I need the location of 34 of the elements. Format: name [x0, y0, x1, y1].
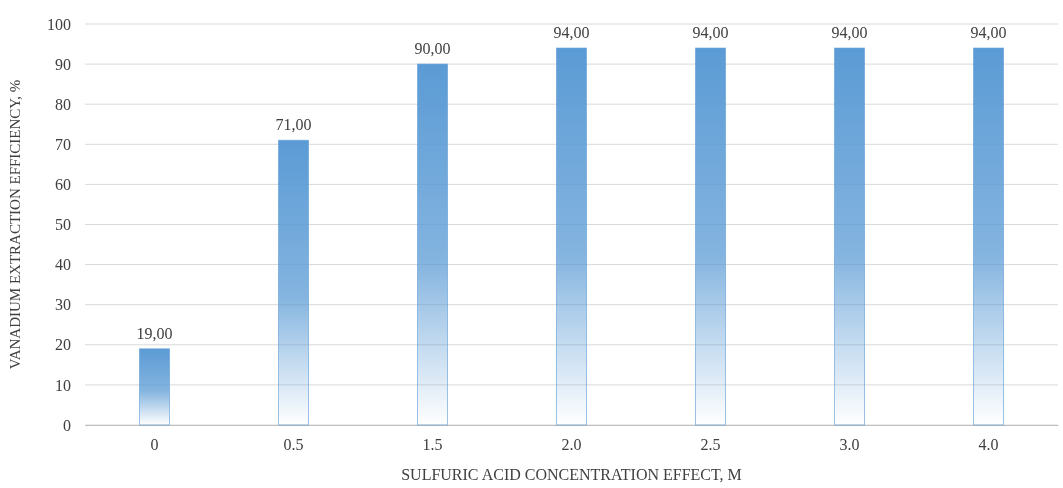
bar [556, 47, 587, 426]
bar [973, 47, 1004, 426]
bar [278, 139, 309, 426]
y-tick-label: 20 [55, 336, 71, 354]
data-label: 94,00 [553, 24, 590, 42]
x-tick-label: 1.5 [422, 436, 443, 454]
y-tick-label: 90 [55, 55, 71, 73]
data-label: 90,00 [414, 40, 451, 58]
y-tick-label: 30 [55, 296, 71, 314]
y-tick-label: 60 [55, 176, 71, 194]
y-tick-label: 10 [55, 376, 71, 394]
bar [139, 348, 170, 426]
y-axis-title: VANADIUM EXTRACTION EFFICIENCY, % [7, 79, 23, 370]
y-tick-label: 50 [55, 216, 71, 234]
x-tick-label: 0.5 [283, 436, 304, 454]
x-tick-label: 2.0 [561, 436, 582, 454]
data-label: 71,00 [275, 116, 312, 134]
bar [834, 47, 865, 426]
data-label: 94,00 [692, 24, 729, 42]
data-label: 94,00 [970, 24, 1007, 42]
y-tick-label: 40 [55, 256, 71, 274]
bar [695, 47, 726, 426]
bar [417, 63, 448, 426]
x-tick-label: 2.5 [700, 436, 721, 454]
y-tick-label: 80 [55, 95, 71, 113]
data-label: 19,00 [136, 324, 173, 342]
x-tick-label: 4.0 [978, 436, 999, 454]
data-label: 94,00 [831, 24, 868, 42]
y-tick-label: 70 [55, 135, 71, 153]
x-axis-title: SULFURIC ACID CONCENTRATION EFFECT, M [401, 466, 742, 483]
y-tick-label: 100 [47, 15, 71, 33]
x-tick-label: 0 [150, 436, 159, 454]
x-tick-label: 3.0 [839, 436, 860, 454]
y-tick-label: 0 [63, 416, 71, 434]
